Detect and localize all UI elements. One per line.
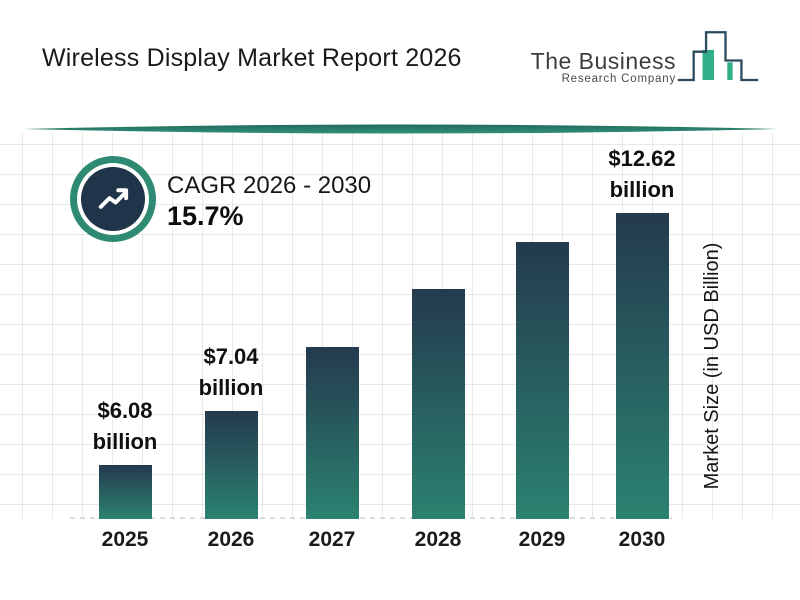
bar-2028	[411, 289, 465, 519]
bar-2027	[305, 347, 359, 519]
logo-company-subtitle: Research Company	[561, 73, 676, 85]
x-axis-label-2027: 2027	[308, 528, 356, 551]
logo-company-name: The Business	[530, 48, 676, 74]
cagr-badge	[70, 156, 156, 242]
bar-2029	[515, 242, 569, 519]
bar-2030	[615, 213, 669, 519]
x-axis-label-2025: 2025	[101, 528, 149, 551]
value-label-2030: $12.62 billion	[608, 146, 676, 202]
y-axis-title: Market Size (in USD Billion)	[701, 242, 723, 490]
logo-barchart-icon	[677, 31, 759, 82]
cagr-text-block: CAGR 2026 - 2030 15.7%	[167, 172, 371, 232]
bar-2026	[204, 411, 258, 519]
x-axis-label-2029: 2029	[518, 528, 566, 551]
cagr-badge-ring	[77, 163, 149, 235]
x-axis-label-2030: 2030	[618, 528, 666, 551]
x-axis-label-2026: 2026	[207, 528, 255, 551]
cagr-badge-core	[81, 167, 145, 231]
cagr-percentage: 15.7%	[167, 201, 244, 231]
cagr-period-label: CAGR 2026 - 2030	[167, 172, 372, 199]
chart-baseline	[70, 517, 672, 519]
divider-line	[23, 124, 777, 134]
page-title: Wireless Display Market Report 2026	[42, 44, 462, 72]
bar-2025	[98, 465, 152, 519]
value-label-2026: $7.04 billion	[198, 344, 264, 400]
logo-text: The Business Research Company	[531, 49, 676, 88]
value-label-2025: $6.08 billion	[92, 398, 158, 454]
x-axis-label-2028: 2028	[414, 528, 462, 551]
growth-arrow-icon	[98, 188, 129, 209]
company-logo: The Business Research Company	[531, 26, 760, 88]
